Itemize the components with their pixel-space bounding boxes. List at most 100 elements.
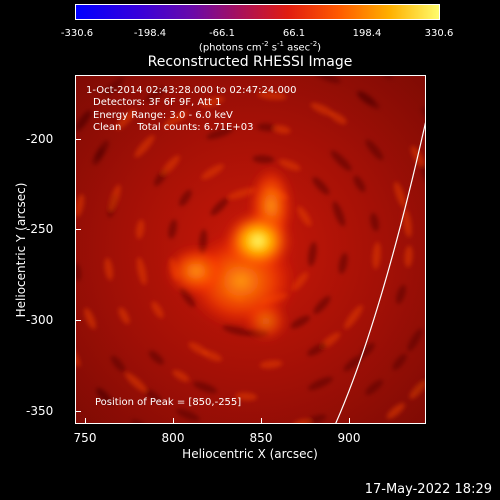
image-ripple (134, 135, 155, 158)
image-ripple (95, 387, 110, 403)
image-ripple (201, 96, 225, 108)
image-ripple (252, 155, 275, 164)
image-ripple (386, 403, 405, 419)
image-ripple (163, 110, 189, 129)
image-ripple (307, 376, 333, 391)
image-ripple (407, 328, 423, 352)
image-ripple (290, 315, 311, 329)
info-detectors: Detectors: 3F 6F 9F, Att 1 (93, 97, 222, 108)
image-ripple (392, 353, 407, 371)
image-ripple (291, 272, 309, 291)
x-tick-label: 750 (73, 431, 97, 445)
image-ripple (353, 175, 366, 193)
image-ripple (76, 194, 85, 218)
image-ripple (365, 139, 384, 161)
image-ripple (148, 350, 164, 365)
image-ripple (332, 201, 346, 227)
image-ripple (76, 109, 92, 130)
image-ripple (136, 219, 145, 240)
y-tick-mark (75, 320, 81, 321)
rhessi-image (75, 75, 426, 424)
image-ripple (372, 242, 381, 270)
image-ripple (125, 372, 148, 393)
image-ripple (116, 109, 136, 130)
image-ripple (151, 301, 164, 319)
plot-title: Reconstructed RHESSI Image (147, 54, 353, 70)
image-ripple (343, 355, 363, 372)
info-time-range: 1-Oct-2014 02:43:28.000 to 02:47:24.000 (86, 85, 297, 96)
image-ripple (235, 392, 258, 401)
colorbar-tick-label: 330.6 (424, 28, 454, 39)
image-ripple (370, 212, 379, 232)
y-tick-mark (75, 139, 81, 140)
image-ripple (292, 418, 313, 423)
x-tick-label: 800 (161, 431, 185, 445)
image-ripple (396, 284, 406, 304)
image-ripple (338, 252, 348, 274)
image-ripple (357, 91, 375, 105)
image-ripple (76, 262, 82, 282)
image-ripple (312, 177, 330, 195)
colorbar (75, 4, 440, 20)
colorbar-tick-label: -330.6 (60, 28, 94, 39)
x-tick-label: 900 (337, 431, 361, 445)
image-ripple (313, 295, 331, 315)
colorbar-tick-label: 198.4 (352, 28, 382, 39)
image-ripple (329, 112, 347, 125)
image-ripple (394, 181, 407, 208)
image-ripple (313, 76, 341, 84)
y-tick-mark (75, 411, 81, 412)
image-ripple (257, 91, 287, 100)
x-axis-label: Heliocentric X (arcsec) (182, 447, 318, 461)
image-ripple (201, 164, 224, 180)
image-ripple (95, 140, 109, 161)
image-ripple (259, 360, 283, 369)
image-ripple (84, 308, 96, 330)
image-ripple (161, 155, 180, 176)
y-tick-label: -250 (26, 222, 54, 236)
image-ripple (402, 208, 412, 238)
image-ripple (272, 125, 291, 134)
x-tick-label: 850 (249, 431, 273, 445)
y-tick-label: -300 (26, 313, 54, 327)
image-ripple (409, 379, 425, 399)
image-ripple (104, 257, 114, 281)
image-ripple (76, 340, 81, 367)
footer-date: 17-May-2022 18:29 (364, 482, 492, 497)
image-ripple (278, 159, 301, 171)
image-ripple (145, 86, 166, 103)
image-ripple (420, 164, 425, 186)
image-ripple (227, 187, 256, 200)
x-tick-mark (85, 418, 86, 424)
y-tick-mark (75, 229, 81, 230)
image-ripple (118, 307, 130, 325)
solar-limb-line (335, 122, 425, 423)
image-ripple (176, 408, 200, 422)
y-tick-label: -200 (26, 132, 54, 146)
image-ripple (168, 219, 178, 239)
peak-position-label: Position of Peak = [850,-255] (95, 397, 242, 408)
image-ripple (344, 305, 363, 329)
image-ripple (136, 257, 147, 286)
info-clean-counts: Clean Total counts: 6.71E+03 (93, 122, 254, 133)
image-ripple (104, 77, 125, 96)
rhessi-image-canvas (76, 76, 425, 423)
image-ripple (360, 342, 375, 358)
image-ripple (179, 189, 192, 207)
image-ripple (144, 389, 162, 403)
image-ripple (110, 355, 126, 372)
image-ripple (365, 379, 383, 395)
image-ripple (172, 369, 190, 382)
colorbar-tick-label: -198.4 (133, 28, 167, 39)
image-ripple (210, 197, 229, 216)
image-ripple (256, 123, 277, 132)
image-ripple (330, 150, 352, 172)
image-ripple (297, 206, 312, 227)
image-ripple (307, 343, 327, 356)
colorbar-tick-label: 66.1 (282, 28, 306, 39)
colorbar-unit-label: (photons cm-2 s-1 asec-2) (198, 40, 322, 54)
y-axis-label: Heliocentric Y (arcsec) (14, 182, 28, 318)
image-ripple (193, 381, 218, 394)
image-ripple (308, 241, 317, 267)
image-ripple (108, 184, 121, 213)
